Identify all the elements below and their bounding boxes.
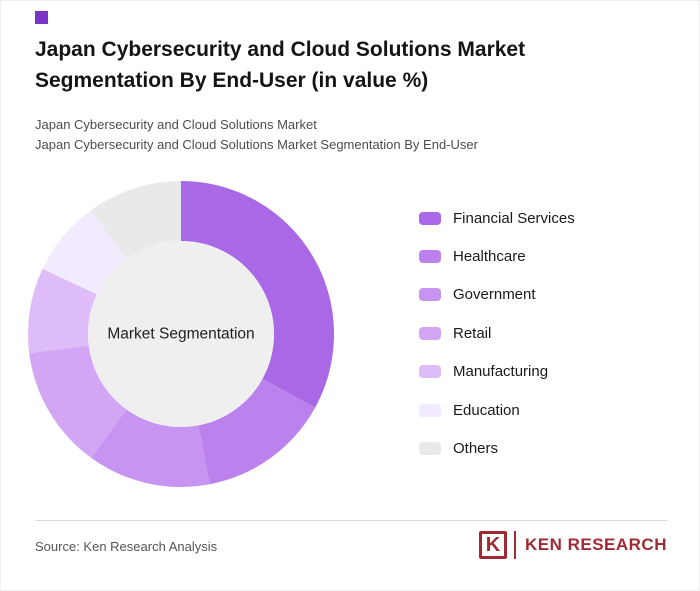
chart-legend: Financial Services Healthcare Government Re… (419, 199, 669, 468)
donut-chart: Market Segmentation (28, 181, 334, 487)
donut-slice-others (91, 181, 181, 259)
legend-item: Government (419, 276, 669, 314)
legend-item: Manufacturing (419, 353, 669, 391)
subtitle-line-1: Japan Cybersecurity and Cloud Solutions … (35, 117, 317, 132)
legend-swatch (419, 442, 441, 456)
legend-swatch (419, 365, 441, 379)
legend-item: Healthcare (419, 237, 669, 275)
legend-item: Retail (419, 314, 669, 352)
logo-k-icon: K (478, 531, 507, 559)
donut-slice-education (42, 210, 127, 295)
legend-label: Healthcare (453, 248, 526, 266)
legend-item: Financial Services (419, 199, 669, 237)
legend-swatch (419, 403, 441, 417)
legend-swatch (419, 211, 441, 225)
logo-text: KEN RESEARCH (524, 535, 667, 554)
legend-swatch (419, 326, 441, 340)
footer-divider (35, 520, 667, 521)
legend-label: Financial Services (453, 209, 575, 227)
donut-slice-healthcare (198, 378, 316, 485)
donut-slice-manufacturing (28, 268, 97, 354)
legend-item: Education (419, 391, 669, 429)
ken-research-logo: K KEN RESEARCH (478, 528, 667, 562)
logo-k-letter: K (485, 533, 501, 556)
legend-label: Education (453, 401, 520, 419)
legend-label: Manufacturing (453, 363, 549, 381)
subtitle-line-2: Japan Cybersecurity and Cloud Solutions … (35, 137, 478, 152)
legend-item: Others (419, 429, 669, 467)
page-title: Japan Cybersecurity and Cloud Solutions … (35, 38, 526, 92)
donut-slice-retail (29, 345, 127, 458)
legend-label: Others (453, 440, 499, 458)
legend-label: Government (453, 286, 536, 304)
legend-swatch (419, 288, 441, 302)
legend-swatch (419, 250, 441, 264)
legend-label: Retail (453, 324, 492, 342)
donut-slice-financial-services (181, 181, 334, 408)
source-text: Source: Ken Research Analysis (35, 539, 218, 554)
donut-center-circle (88, 241, 274, 427)
logo-separator (513, 531, 516, 559)
donut-slice-government (91, 409, 210, 487)
accent-square (35, 11, 48, 24)
donut-center-label: Market Segmentation (107, 326, 254, 343)
